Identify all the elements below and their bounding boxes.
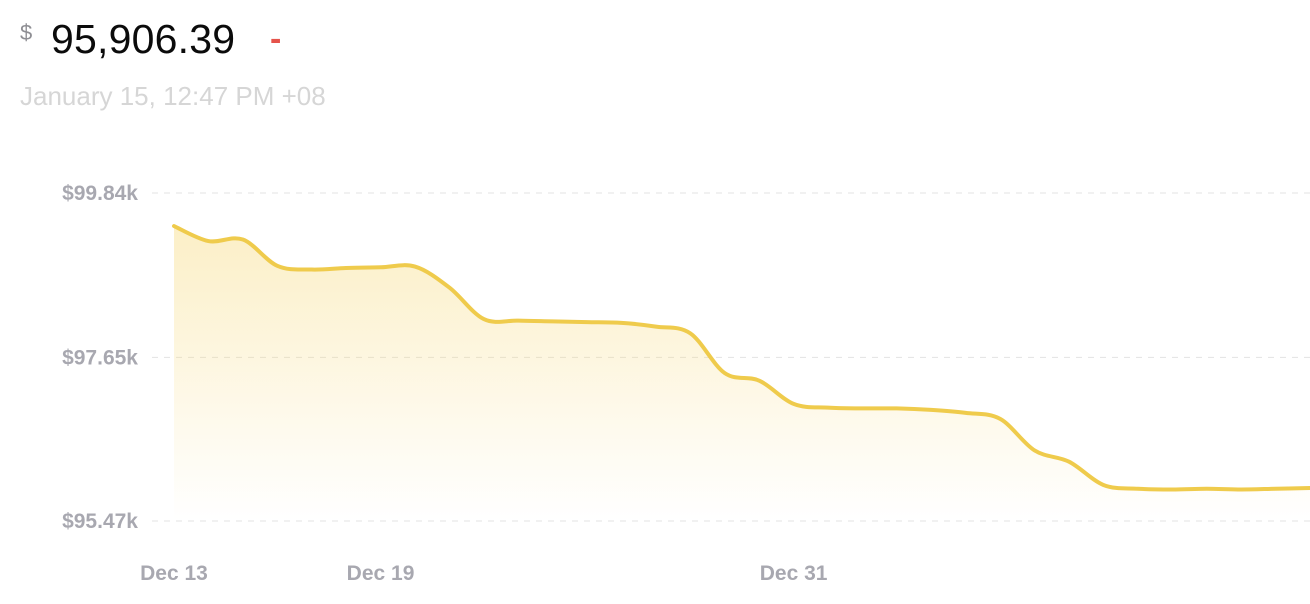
price-timestamp: January 15, 12:47 PM +08 xyxy=(20,81,326,111)
y-tick-label: $95.47k xyxy=(62,510,138,533)
x-tick-label: Dec 31 xyxy=(760,562,828,585)
y-tick-label: $97.65k xyxy=(62,346,138,369)
x-axis-ticks: Dec 13 Dec 19 Dec 31 xyxy=(140,562,828,585)
current-price: 95,906.39 xyxy=(51,16,236,62)
price-change-indicator: - xyxy=(270,20,282,58)
price-area-fill xyxy=(174,226,1310,521)
x-tick-label: Dec 13 xyxy=(140,562,208,585)
price-line xyxy=(172,224,1310,492)
x-tick-label: Dec 19 xyxy=(347,562,415,585)
y-tick-label: $99.84k xyxy=(62,182,138,205)
y-axis-ticks: $99.84k $97.65k $95.47k xyxy=(62,182,138,533)
currency-symbol: $ xyxy=(20,20,33,45)
